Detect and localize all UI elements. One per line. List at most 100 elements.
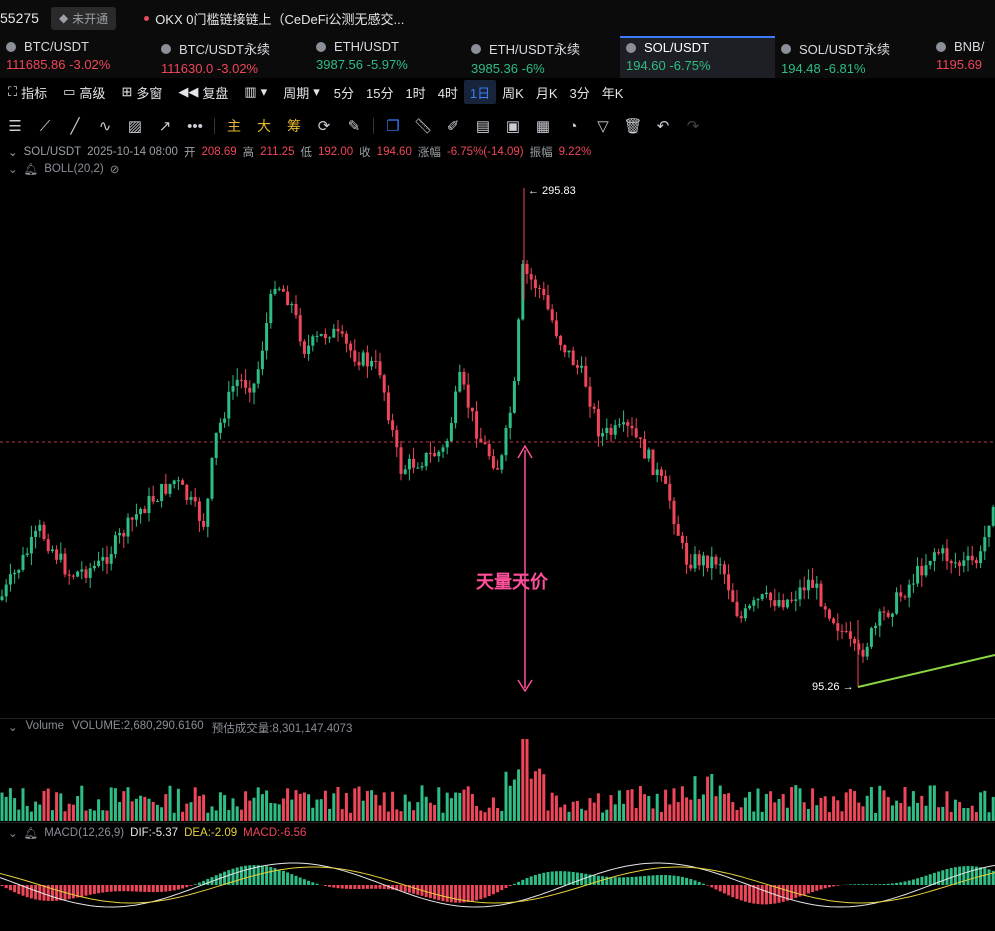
candle-body bbox=[189, 496, 193, 500]
ticker-item[interactable]: ETH/USDT 3987.56 -5.97% bbox=[310, 36, 465, 78]
amplitude-label: 振幅 bbox=[529, 147, 553, 159]
trash-icon[interactable]: 🗑︎ bbox=[623, 118, 643, 135]
macd-bar bbox=[882, 884, 886, 885]
bell-icon[interactable]: 🔔︎ bbox=[23, 828, 39, 840]
ruler-icon[interactable]: 📏︎ bbox=[413, 118, 433, 135]
trend-line[interactable] bbox=[857, 654, 995, 688]
candle-body bbox=[504, 428, 508, 456]
macd-chart[interactable] bbox=[0, 840, 995, 931]
chevron-down-icon: ▾ bbox=[313, 84, 320, 99]
macd-bar bbox=[483, 885, 487, 898]
volume-bar bbox=[109, 787, 113, 821]
macd-bar bbox=[819, 885, 823, 890]
bell-icon[interactable]: 🔔︎ bbox=[23, 164, 39, 176]
more-icon[interactable]: ••• bbox=[187, 117, 203, 135]
macd-bar bbox=[151, 885, 155, 893]
multi-line-icon[interactable]: ⟋ bbox=[39, 117, 51, 135]
main-chart-button[interactable]: 主 bbox=[227, 118, 241, 134]
macd-bar bbox=[269, 867, 273, 885]
macd-bar bbox=[529, 876, 533, 885]
multi-window-button[interactable]: ⊞ 多窗 bbox=[113, 80, 170, 104]
eye-off-icon[interactable]: ⊘ bbox=[109, 164, 120, 176]
indicator-button[interactable]: ⛶ 指标 bbox=[0, 80, 55, 104]
candle-body bbox=[441, 447, 445, 452]
arrow-icon[interactable]: ↗ bbox=[158, 118, 172, 135]
volume-bar bbox=[836, 800, 840, 821]
volume-bar bbox=[4, 796, 8, 821]
macd-bar bbox=[315, 883, 319, 885]
collapse-icon[interactable]: ⌄ bbox=[8, 147, 18, 159]
macd-bar bbox=[731, 885, 735, 898]
volume-bar bbox=[559, 807, 563, 821]
volume-bar bbox=[88, 808, 92, 821]
macd-bar bbox=[554, 871, 558, 885]
macd-bar bbox=[781, 885, 785, 902]
candle-body bbox=[538, 287, 542, 289]
macd-bar bbox=[395, 885, 399, 891]
interval-tab[interactable]: 年K bbox=[601, 85, 624, 101]
candle-body bbox=[235, 379, 239, 386]
trend-line-icon[interactable]: ╱ bbox=[70, 118, 80, 135]
macd-bar bbox=[92, 885, 96, 894]
ticker-item[interactable]: BTC/USDT永续 111630.0 -3.02% bbox=[155, 36, 310, 78]
status-badge[interactable]: ◆ 未开通 bbox=[50, 6, 117, 30]
redo-icon[interactable]: ↷ bbox=[686, 118, 700, 135]
news-ticker[interactable]: OKX 0门槛链接链上（CeDeFi公测无感交... bbox=[144, 9, 404, 28]
macd-bar bbox=[991, 870, 995, 885]
macd-bar bbox=[424, 885, 428, 898]
interval-tab[interactable]: 5分 bbox=[333, 85, 354, 101]
image-icon[interactable]: ▨ bbox=[127, 118, 143, 135]
sync-icon[interactable]: ⟳ bbox=[317, 118, 331, 135]
volume-bar bbox=[945, 791, 949, 821]
candles-icon[interactable]: ▤ bbox=[475, 118, 491, 135]
ticker-item[interactable]: BTC/USDT 111685.86 -3.02% bbox=[0, 36, 155, 78]
ticker-item[interactable]: ETH/USDT永续 3985.36 -6% bbox=[465, 36, 620, 78]
interval-tab[interactable]: 月K bbox=[535, 85, 558, 101]
ticker-item[interactable]: SOL/USDT永续 194.48 -6.81% bbox=[775, 36, 930, 78]
collapse-icon[interactable]: ⌄ bbox=[8, 722, 18, 734]
chips-button[interactable]: 筹 bbox=[287, 118, 301, 134]
volume-bar bbox=[617, 790, 621, 821]
high-value: 211.25 bbox=[260, 146, 295, 158]
volume-bar bbox=[878, 785, 882, 821]
news-text[interactable]: OKX 0门槛链接链上（CeDeFi公测无感交... bbox=[155, 11, 405, 27]
menu-icon[interactable]: ☰ bbox=[8, 118, 22, 135]
candle-body bbox=[428, 452, 432, 454]
ticker-item[interactable]: BNB/1195.69 bbox=[930, 36, 995, 78]
macd-bar bbox=[181, 885, 185, 889]
big-order-button[interactable]: 大 bbox=[257, 118, 271, 134]
coin-icon bbox=[161, 43, 171, 54]
interval-tab[interactable]: 15分 bbox=[365, 85, 394, 101]
magnet-icon[interactable]: ◔ bbox=[568, 117, 578, 135]
pen-icon[interactable]: ✐ bbox=[446, 118, 460, 135]
period-dropdown[interactable]: 周期 ▾ bbox=[275, 80, 328, 104]
replay-button[interactable]: ◀◀ 复盘 bbox=[170, 80, 236, 104]
copy-icon[interactable]: ❐ bbox=[386, 118, 400, 135]
chart-toolbar: ⛶ 指标 ▭ 高级 ⊞ 多窗 ◀◀ 复盘 ▥ ▾ 周期 ▾ 5分 15分 1时 4时 1日 周K 月K 3… bbox=[0, 78, 995, 106]
chart-type-button[interactable]: ▥ ▾ bbox=[236, 80, 275, 104]
collapse-icon[interactable]: ⌄ bbox=[8, 164, 18, 176]
candle-body bbox=[336, 328, 340, 332]
interval-tab[interactable]: 1日 bbox=[463, 80, 497, 104]
filter-icon[interactable]: ▽ bbox=[597, 118, 609, 135]
ticker-item[interactable]: SOL/USDT 194.60 -6.75% bbox=[620, 36, 775, 78]
candle-body bbox=[878, 611, 882, 626]
note-icon[interactable]: ▦ bbox=[535, 118, 551, 135]
advanced-button[interactable]: ▭ 高级 bbox=[55, 80, 113, 104]
eraser-icon[interactable]: ✎ bbox=[347, 118, 361, 135]
macd-bar bbox=[823, 885, 827, 889]
interval-tab[interactable]: 1时 bbox=[405, 85, 426, 101]
candle-body bbox=[122, 532, 126, 537]
wave-icon[interactable]: ∿ bbox=[98, 118, 112, 135]
volume-chart[interactable] bbox=[0, 735, 995, 821]
clipboard-icon[interactable]: ▣ bbox=[505, 118, 521, 135]
interval-tab[interactable]: 周K bbox=[502, 85, 524, 101]
volume-bar bbox=[634, 808, 638, 821]
macd-bar bbox=[592, 875, 596, 885]
candle-body bbox=[370, 360, 374, 367]
undo-icon[interactable]: ↶ bbox=[656, 118, 670, 135]
price-chart[interactable]: ← 295.83 95.26 → bbox=[0, 180, 995, 720]
collapse-icon[interactable]: ⌄ bbox=[8, 828, 18, 840]
interval-tab[interactable]: 3分 bbox=[569, 85, 590, 101]
interval-tab[interactable]: 4时 bbox=[437, 85, 458, 101]
